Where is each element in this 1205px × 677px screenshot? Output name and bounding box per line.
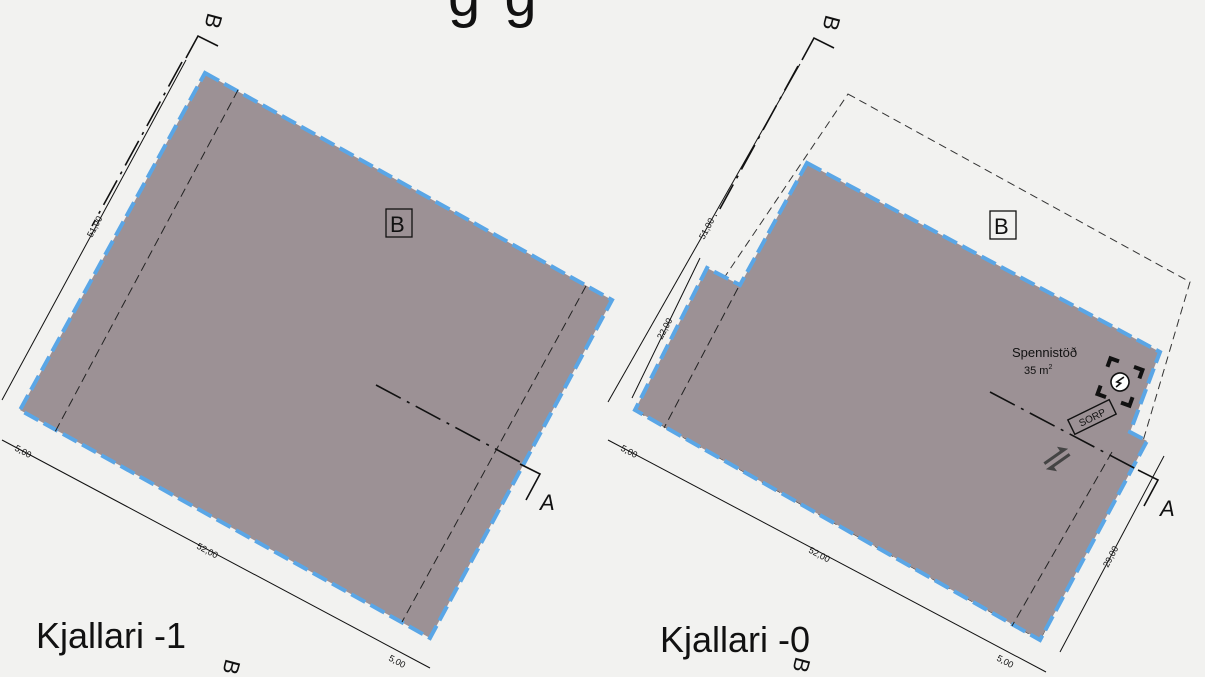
substation-area: 35 m2 [1024,364,1052,377]
drawing-title-fragment: g g [448,0,541,29]
plan-2-inner-line-left [663,287,739,429]
plan-2-dim-bottom-text: 52,00 [807,545,832,564]
plan-1-section-b-top-label: B [199,11,227,32]
plan-2-dim-left-line [607,63,801,403]
plan-2-dim-left-inner-line [631,257,701,399]
plan-1-area-label: B [390,212,405,237]
plan-1-inner-line-left [54,89,239,433]
plan-1-dim-offset-right: 5,00 [387,653,407,670]
substation-name: Spennistöð [1012,345,1077,360]
plan-1-section-a-label: A [538,490,555,515]
plan-2-section-a-marker [1137,469,1160,507]
plan-1-section-b-bottom-label: B [217,657,245,677]
plan-1-section-a-marker [519,463,542,501]
plan-kjallari-minus-1: A B B 51,00 52,00 5,00 5,00 B Kjallari -… [1,11,615,677]
plan-1-section-line-b [91,61,183,227]
plan-2-section-line-b [715,65,799,217]
plan-1-dim-left-text: 51,00 [85,214,104,239]
plan-1-dim-left-line [1,59,187,401]
plan-1-dim-bottom-line [1,439,431,669]
plan-2-dim-right-text: 29,00 [1101,544,1120,569]
plan-2-section-b-marker [801,36,835,61]
substation-bracket-icon [1094,355,1146,409]
plan-2-area-label-box [989,210,1017,240]
plan-2-section-b-bottom-label: B [787,655,815,676]
plan-2-dim-bottom-line [607,439,1047,673]
plan-2-section-a-label: A [1158,496,1175,521]
lightning-icon [1115,376,1125,388]
plan-1-name: Kjallari -1 [36,615,186,656]
entry-arrows-icon [1043,446,1071,472]
substation-symbol [1094,355,1146,409]
plan-2-dim-right-line [1059,455,1165,653]
plan-1-floor-area [17,70,615,641]
plan-kjallari-minus-0: A B B 51,00 22,00 52,00 5,00 5,00 29,00 … [607,13,1191,676]
plan-2-floor-area [632,160,1163,643]
substation-area-superscript: 2 [1048,364,1052,371]
plan-1-dim-bottom-text: 52,00 [195,541,220,560]
plan-1-section-b-marker [185,34,219,59]
sorp-box-outline [1066,398,1118,436]
plan-2-section-b-top-label: B [817,13,845,34]
plan-2-section-line-a [989,391,1139,471]
plan-1-inner-line-right [401,285,587,623]
plan-2-inner-line-right [1011,451,1113,627]
plan-2-dim-offset-left: 5,00 [619,443,639,460]
substation-circle-icon [1110,372,1130,392]
plan-1-area-label-box [385,208,413,238]
plan-1-dim-offset-left: 5,00 [13,443,33,460]
plan-2-dim-offset-right: 5,00 [995,653,1015,670]
plan-1-section-line-a [375,384,521,463]
plan-2-name: Kjallari -0 [660,619,810,660]
plan-2-dim-left-text: 51,00 [697,216,716,241]
plan-2-area-label: B [994,214,1009,239]
